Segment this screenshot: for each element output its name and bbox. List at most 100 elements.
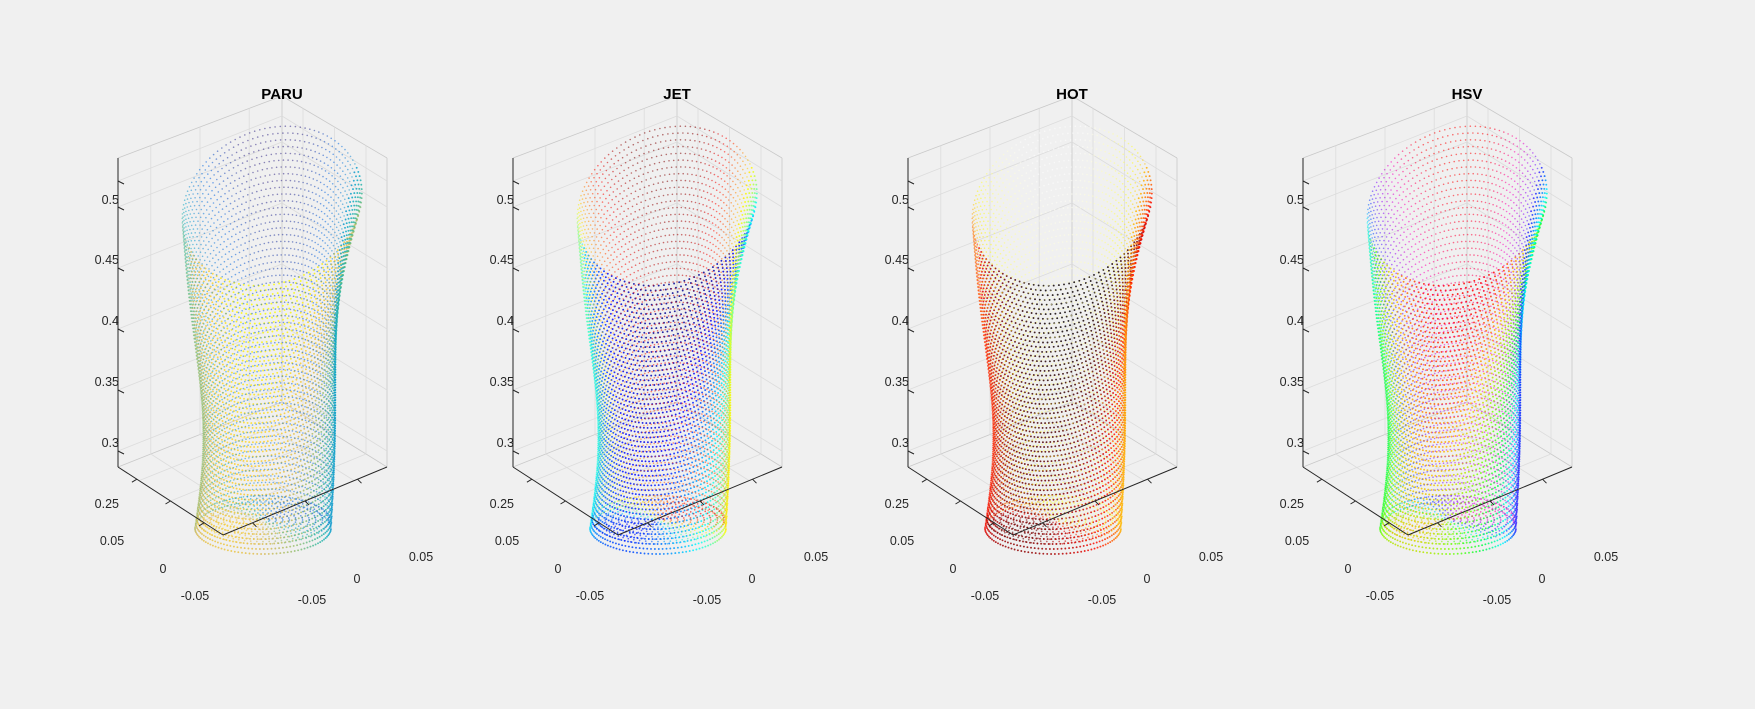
cloud-point xyxy=(199,259,201,261)
cloud-point xyxy=(240,350,242,352)
cloud-point xyxy=(247,436,249,438)
cloud-point xyxy=(280,288,282,290)
cloud-point xyxy=(313,199,315,201)
cloud-point xyxy=(287,290,289,292)
cloud-point xyxy=(279,322,281,324)
cloud-point xyxy=(298,351,300,353)
cloud-point xyxy=(217,394,219,396)
cloud-point xyxy=(281,193,283,195)
cloud-point xyxy=(332,356,334,358)
cloud-point xyxy=(337,298,339,300)
cloud-point xyxy=(222,249,224,251)
cloud-point xyxy=(203,345,205,347)
cloud-point xyxy=(295,316,297,318)
cloud-point xyxy=(224,369,226,371)
cloud-point xyxy=(201,385,203,387)
cloud-point xyxy=(253,352,255,354)
cloud-point xyxy=(296,255,298,257)
cloud-point xyxy=(298,322,300,324)
cloud-point xyxy=(267,356,269,358)
cloud-point xyxy=(185,234,187,236)
cloud-point xyxy=(325,229,327,231)
cloud-point xyxy=(261,365,263,367)
cloud-point xyxy=(260,324,262,326)
cloud-point xyxy=(205,357,207,359)
cloud-point xyxy=(334,322,336,324)
cloud-point xyxy=(201,319,203,321)
cloud-point xyxy=(195,318,197,320)
cloud-point xyxy=(270,340,272,342)
cloud-point xyxy=(196,293,198,295)
cloud-point xyxy=(333,382,335,384)
cloud-point xyxy=(189,257,191,259)
cloud-point xyxy=(306,282,308,284)
cloud-point xyxy=(211,377,213,379)
cloud-point xyxy=(303,345,305,347)
cloud-point xyxy=(253,446,255,448)
cloud-point xyxy=(208,302,210,304)
cloud-point xyxy=(285,431,287,433)
cloud-point xyxy=(258,408,260,410)
cloud-point xyxy=(204,404,206,406)
cloud-point xyxy=(215,370,217,372)
cloud-point xyxy=(211,265,213,267)
cloud-point xyxy=(312,345,314,347)
cloud-point xyxy=(303,428,305,430)
cloud-point xyxy=(300,348,302,350)
cloud-point xyxy=(345,165,347,167)
cloud-point xyxy=(298,195,300,197)
cloud-point xyxy=(231,414,233,416)
cloud-point xyxy=(331,271,333,273)
cloud-point xyxy=(315,420,317,422)
cloud-point xyxy=(330,260,332,262)
cloud-point xyxy=(284,349,286,351)
cloud-point xyxy=(300,188,302,190)
cloud-point xyxy=(206,346,208,348)
cloud-point xyxy=(234,221,236,223)
cloud-point xyxy=(346,214,348,216)
cloud-point xyxy=(200,244,202,246)
cloud-point xyxy=(239,364,241,366)
cloud-point xyxy=(245,379,247,381)
cloud-point xyxy=(286,247,288,249)
cloud-point xyxy=(247,351,249,353)
cloud-point xyxy=(299,308,301,310)
cloud-point xyxy=(233,321,235,323)
cloud-point xyxy=(323,356,325,358)
cloud-point xyxy=(203,271,205,273)
cloud-point xyxy=(284,398,286,400)
cloud-point xyxy=(301,250,303,252)
cloud-point xyxy=(203,316,205,318)
cloud-point xyxy=(191,232,193,234)
cloud-point xyxy=(184,223,186,225)
cloud-point xyxy=(197,329,199,331)
cloud-point xyxy=(219,271,221,273)
cloud-point xyxy=(215,402,217,404)
cloud-point xyxy=(334,293,336,295)
cloud-point xyxy=(327,186,329,188)
cloud-point xyxy=(261,270,263,272)
cloud-point xyxy=(191,182,193,184)
cloud-point xyxy=(340,244,342,246)
cloud-point xyxy=(271,262,273,264)
cloud-point xyxy=(361,193,363,195)
cloud-point xyxy=(306,354,308,356)
cloud-point xyxy=(230,182,232,184)
cloud-point xyxy=(343,247,345,249)
cloud-point xyxy=(223,327,225,329)
cloud-point xyxy=(313,329,315,331)
cloud-point xyxy=(280,399,282,401)
cloud-point xyxy=(317,287,319,289)
cloud-point xyxy=(228,170,230,172)
cloud-point xyxy=(188,282,190,284)
cloud-point xyxy=(205,252,207,254)
cloud-point xyxy=(231,216,233,218)
cloud-point xyxy=(209,356,211,358)
cloud-point xyxy=(260,313,262,315)
cloud-point xyxy=(327,346,329,348)
cloud-point xyxy=(313,143,315,145)
cloud-point xyxy=(317,413,319,415)
cloud-point xyxy=(324,192,326,194)
cloud-point xyxy=(243,436,245,438)
cloud-point xyxy=(281,447,283,449)
